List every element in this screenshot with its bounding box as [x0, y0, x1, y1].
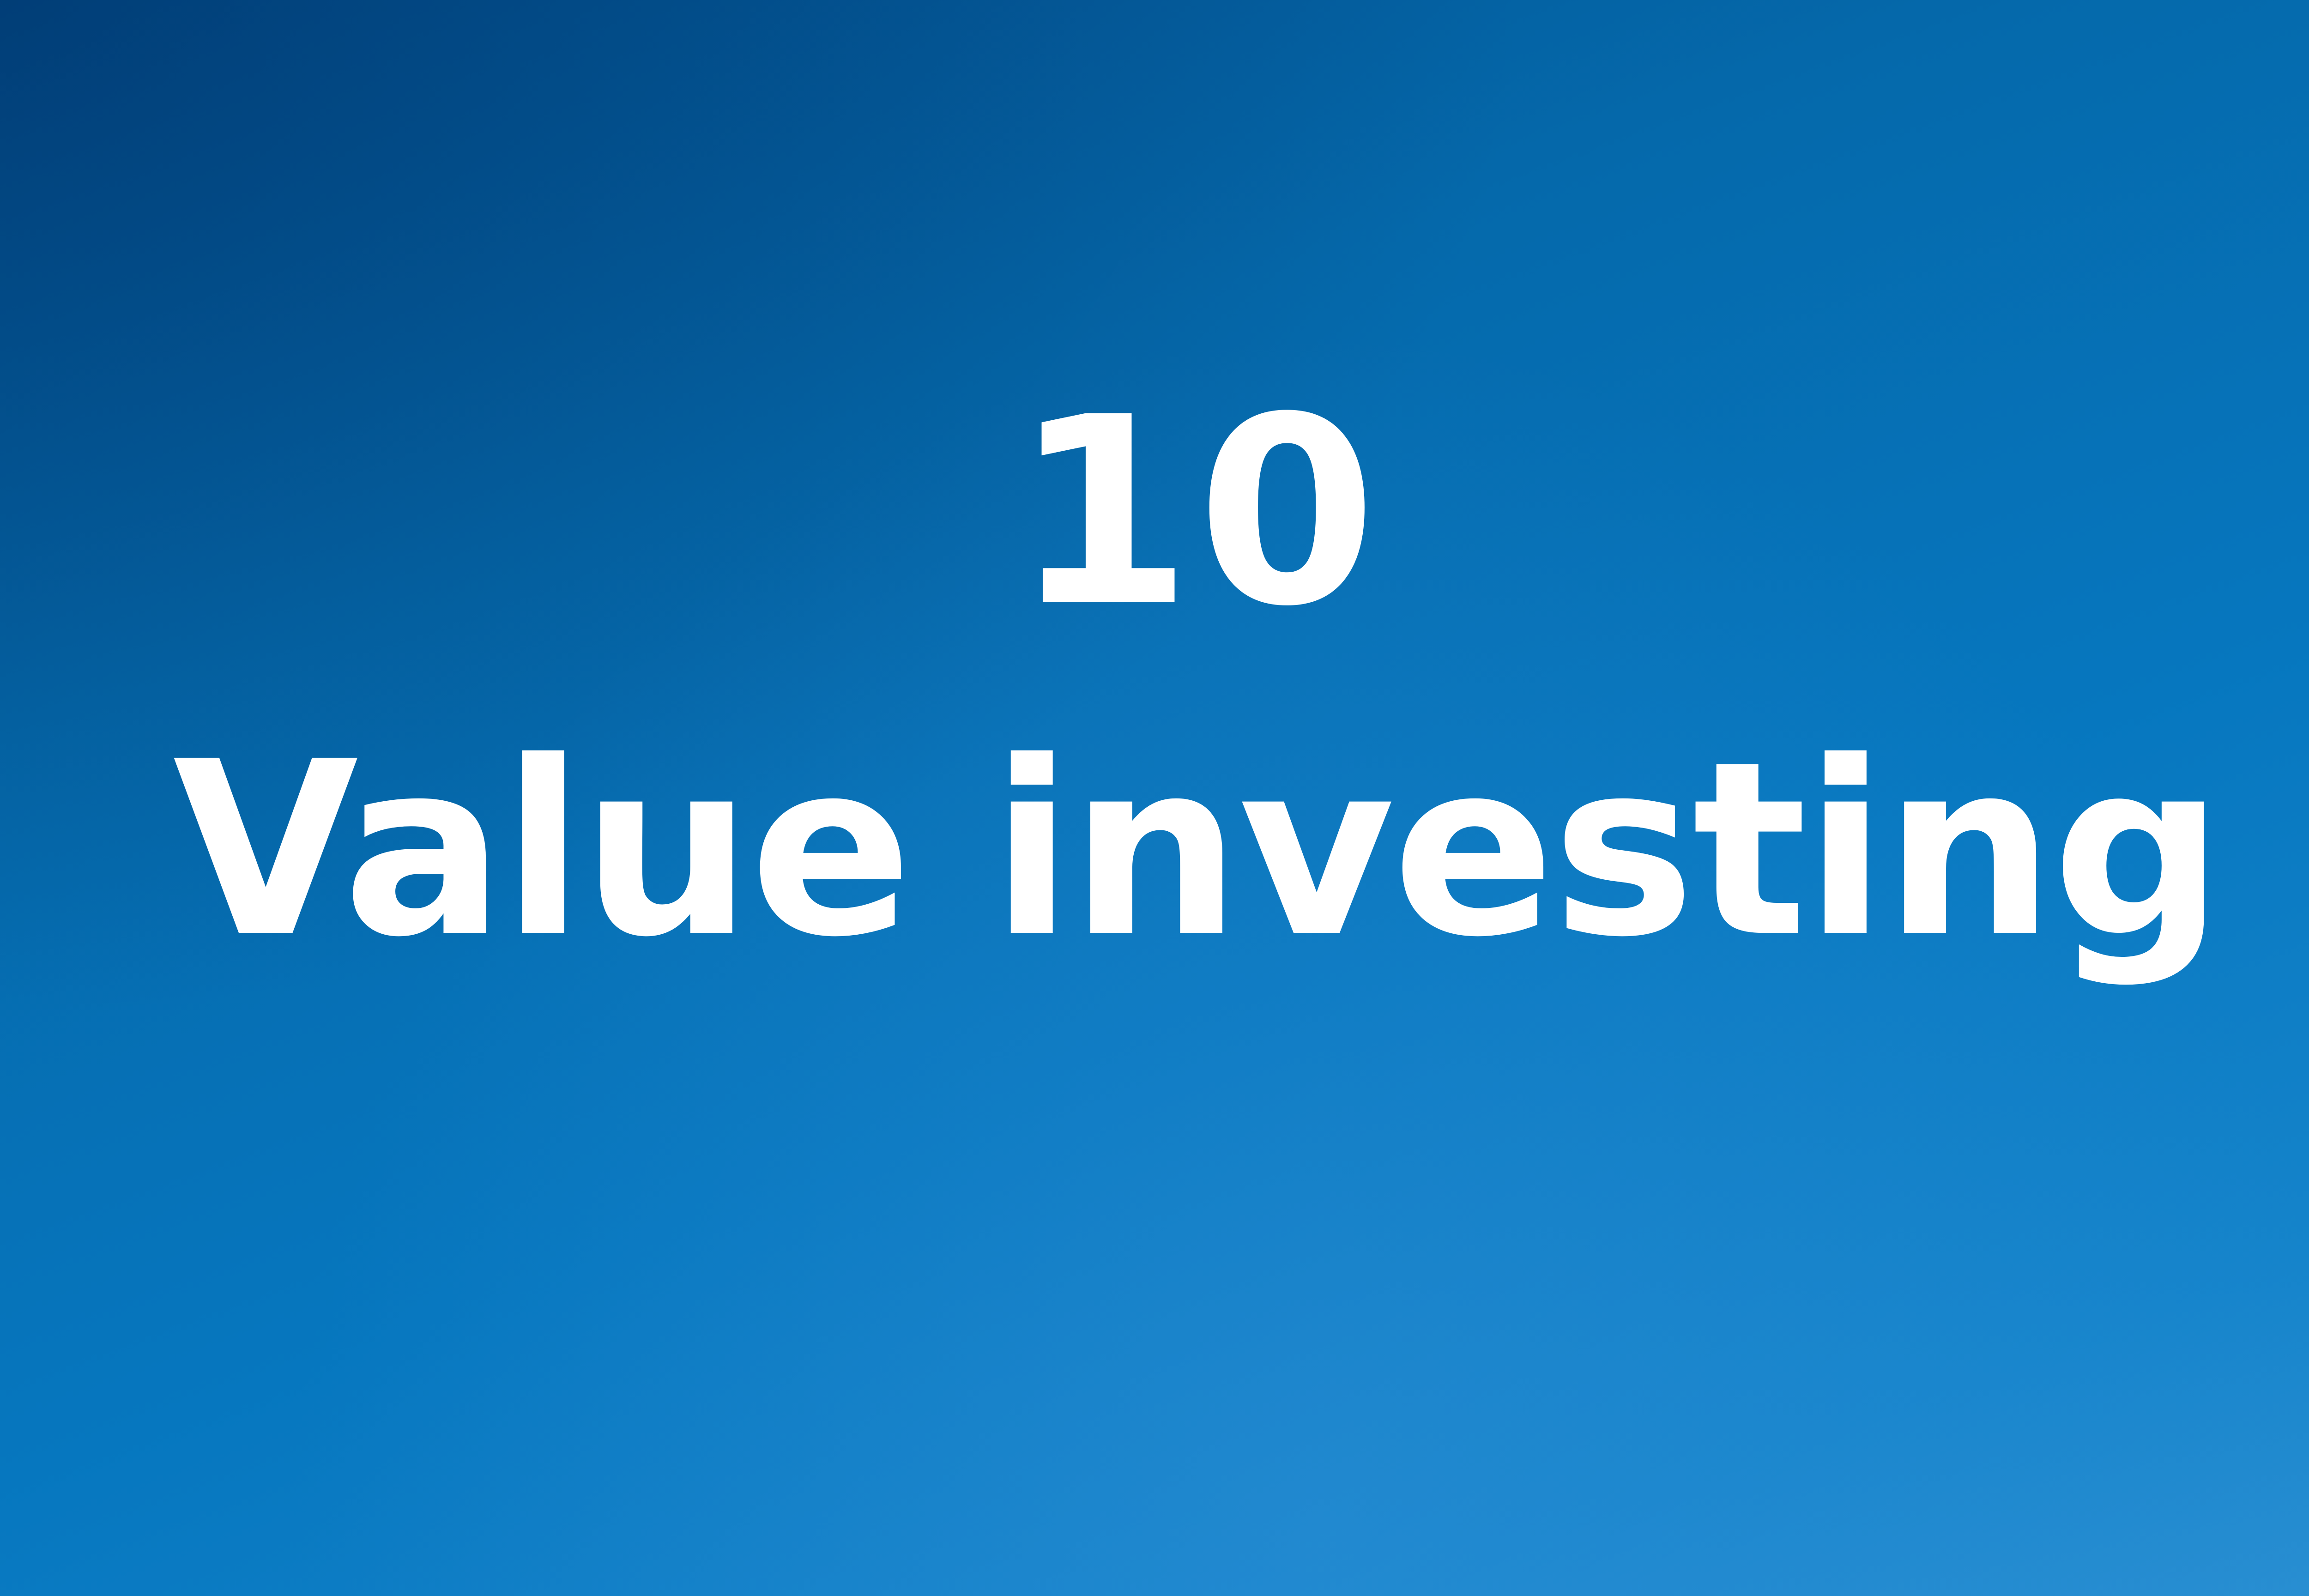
- slide-title: Value investing: [173, 710, 2224, 990]
- slide-number: 10: [1012, 362, 1382, 663]
